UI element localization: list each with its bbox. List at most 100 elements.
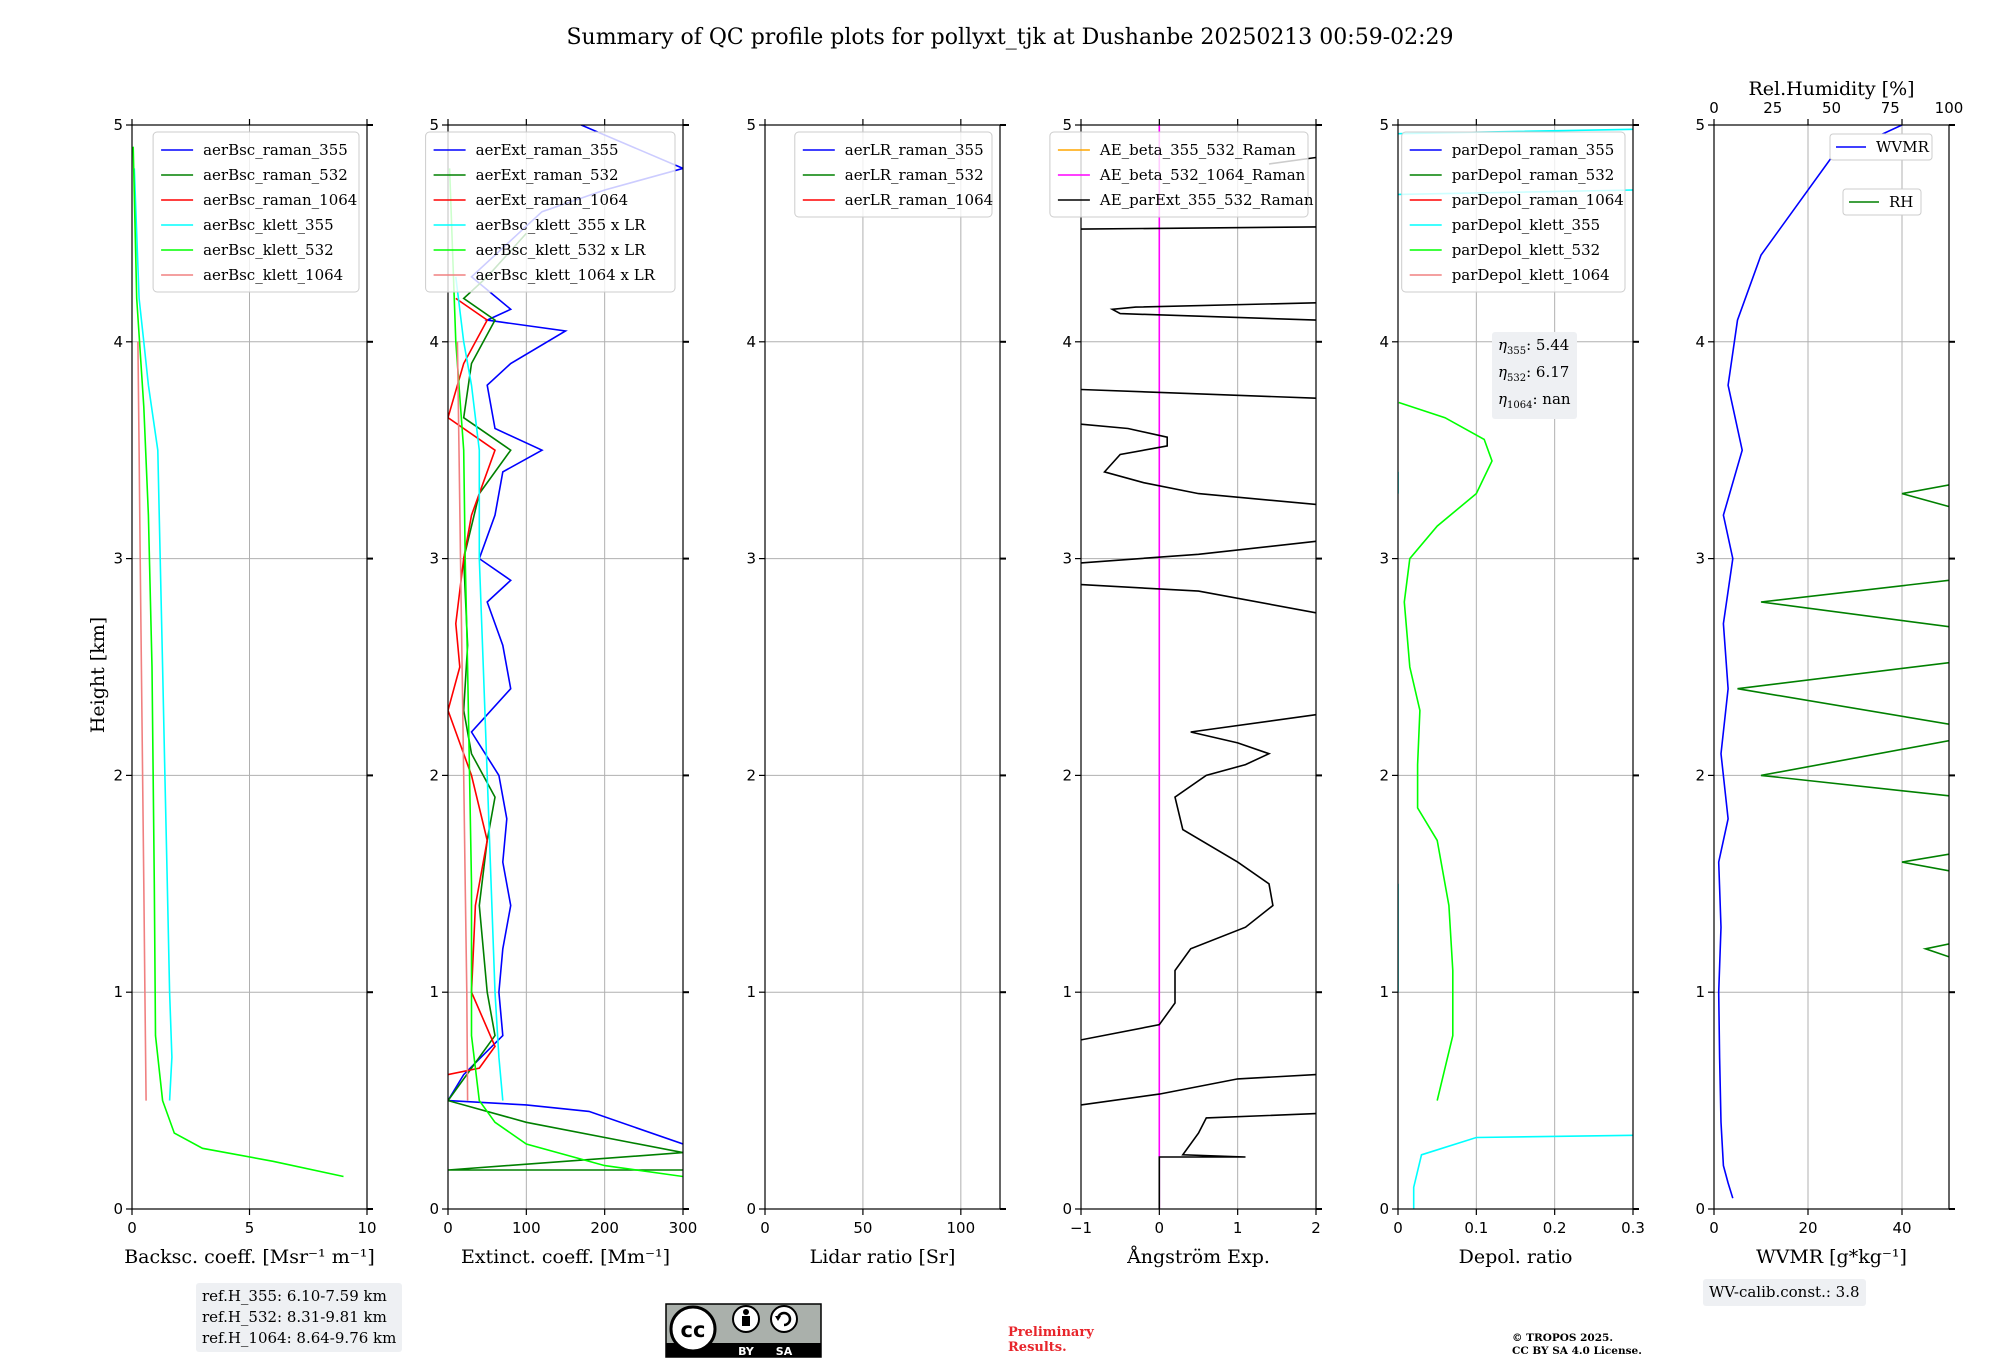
series-line-aerbsc-klett-532 bbox=[132, 146, 344, 1178]
legend: parDepol_raman_355 parDepol_raman_532 parD… bbox=[1401, 131, 1626, 293]
y-tick-label: 3 bbox=[1062, 550, 1072, 568]
legend-label-aerext-raman-1064: aerExt_raman_1064 bbox=[476, 191, 629, 209]
legend-box bbox=[794, 131, 993, 218]
series-line-pardepol-klett-532 bbox=[1398, 401, 1493, 1101]
legend-label-pardepol-klett-532: parDepol_klett_532 bbox=[1452, 241, 1601, 259]
sa-icon bbox=[770, 1305, 798, 1333]
legend-label-aerlr-raman-355: aerLR_raman_355 bbox=[845, 141, 984, 159]
x-tick-label: 0 bbox=[127, 1219, 137, 1237]
y-tick-label: 3 bbox=[1379, 550, 1389, 568]
y-tick-label: 1 bbox=[1695, 983, 1705, 1001]
by-icon bbox=[732, 1305, 760, 1333]
legend-label-pardepol-raman-532: parDepol_raman_532 bbox=[1452, 166, 1615, 184]
x-tick-label: 2 bbox=[1311, 1219, 1321, 1237]
legend-box-wvmr bbox=[1829, 133, 1933, 161]
ref-height-1064: ref.H_1064: 8.64-9.76 km bbox=[202, 1329, 397, 1347]
series-line-aerext-raman-532 bbox=[448, 232, 683, 1171]
preliminary-line-2: Results. bbox=[1008, 1340, 1067, 1355]
eta-1064-value: nan bbox=[1542, 390, 1571, 408]
series-line-pardepol-klett-355 bbox=[1398, 128, 1633, 1209]
y-tick-label: 1 bbox=[113, 983, 123, 1001]
legend-label-pardepol-klett-355: parDepol_klett_355 bbox=[1452, 216, 1601, 234]
legend-label-aerext-raman-532: aerExt_raman_532 bbox=[476, 166, 619, 184]
legend-label-aerlr-raman-532: aerLR_raman_532 bbox=[845, 166, 984, 184]
series-line-rh bbox=[1737, 484, 1949, 958]
copyright-line-2: CC BY SA 4.0 License. bbox=[1512, 1345, 1642, 1357]
series-line-wvmr bbox=[1717, 125, 1903, 1199]
legend-label-aerbsc-raman-355: aerBsc_raman_355 bbox=[203, 141, 348, 159]
x-tick-label: 200 bbox=[590, 1219, 619, 1237]
x-axis-label: Lidar ratio [Sr] bbox=[810, 1246, 956, 1268]
legend: aerBsc_raman_355 aerBsc_raman_532 aerBsc_r… bbox=[152, 131, 360, 293]
top-x-axis-label: Rel.Humidity [%] bbox=[1748, 78, 1914, 100]
copyright-line-1: © TROPOS 2025. bbox=[1512, 1332, 1614, 1344]
top-x-tick-label: 0 bbox=[1709, 99, 1719, 117]
y-tick-label: 2 bbox=[1695, 766, 1705, 784]
y-tick-label: 2 bbox=[1379, 766, 1389, 784]
x-tick-label: 0.3 bbox=[1621, 1219, 1645, 1237]
axes-frame bbox=[1080, 124, 1317, 1210]
legend-label-rh: RH bbox=[1889, 193, 1913, 211]
series-group bbox=[1081, 125, 1316, 1209]
y-tick-label: 1 bbox=[1379, 983, 1389, 1001]
series-line-aerbsc-klett-1064 bbox=[137, 341, 147, 1101]
legend-label-pardepol-raman-1064: parDepol_raman_1064 bbox=[1452, 191, 1624, 209]
y-tick-label: 2 bbox=[746, 766, 756, 784]
badge-by-label: BY bbox=[738, 1345, 755, 1358]
ref-height-532: ref.H_532: 8.31-9.81 km bbox=[202, 1308, 387, 1326]
series-group bbox=[1398, 128, 1633, 1209]
legend-label-aerbsc-klett-1064: aerBsc_klett_1064 bbox=[203, 266, 343, 284]
legend-box bbox=[152, 131, 360, 293]
x-tick-label: 10 bbox=[357, 1219, 376, 1237]
series-line-ae-parext-355-532-raman bbox=[1081, 156, 1316, 1209]
x-tick-label: 0 bbox=[1709, 1219, 1719, 1237]
legend-label-aerbsc-klett-532-x-lr: aerBsc_klett_532 x LR bbox=[476, 241, 647, 259]
y-tick-label: 3 bbox=[746, 550, 756, 568]
y-tick-label: 3 bbox=[1695, 550, 1705, 568]
series-line-aerbsc-klett-355-x-lr bbox=[455, 276, 504, 1101]
copyright-note: © TROPOS 2025. CC BY SA 4.0 License. bbox=[1512, 1332, 1642, 1358]
x-tick-label: 0.1 bbox=[1464, 1219, 1488, 1237]
panel-depolarization: 0 1 2 3 4 5 0 0.1 0.2 0.3 Depol. ratio parDepol_ram… bbox=[1379, 116, 1644, 1268]
x-tick-label: 40 bbox=[1892, 1219, 1911, 1237]
legend-label-aerbsc-klett-355-x-lr: aerBsc_klett_355 x LR bbox=[476, 216, 647, 234]
ref-heights-box: ref.H_355: 6.10-7.59 km ref.H_532: 8.31-9… bbox=[196, 1283, 403, 1352]
legend: aerExt_raman_355 aerExt_raman_532 aerExt_r… bbox=[425, 131, 676, 293]
y-tick-label: 0 bbox=[429, 1200, 439, 1218]
y-tick-label: 0 bbox=[1379, 1200, 1389, 1218]
y-tick-label: 5 bbox=[1379, 116, 1389, 134]
y-tick-label: 1 bbox=[429, 983, 439, 1001]
top-x-tick-label: 25 bbox=[1763, 99, 1782, 117]
y-tick-label: 0 bbox=[1695, 1200, 1705, 1218]
preliminary-line-1: Preliminary bbox=[1008, 1325, 1094, 1340]
y-tick-label: 5 bbox=[746, 116, 756, 134]
axes-frame bbox=[447, 124, 684, 1210]
x-axis-label: Backsc. coeff. [Msr⁻¹ m⁻¹] bbox=[124, 1246, 375, 1268]
y-tick-label: 2 bbox=[429, 766, 439, 784]
eta-1064: η1064: nan bbox=[1498, 390, 1571, 411]
y-tick-label: 5 bbox=[429, 116, 439, 134]
axes-frame bbox=[1713, 124, 1950, 1210]
badge-sa-label: SA bbox=[776, 1345, 793, 1358]
x-tick-label: 0 bbox=[1155, 1219, 1165, 1237]
series-group bbox=[448, 125, 683, 1178]
x-tick-label: 5 bbox=[245, 1219, 255, 1237]
y-tick-label: 1 bbox=[1062, 983, 1072, 1001]
svg-text:cc: cc bbox=[681, 1318, 706, 1342]
y-tick-label: 4 bbox=[1062, 333, 1072, 351]
legend-label-ae-beta-532-1064-raman: AE_beta_532_1064_Raman bbox=[1099, 166, 1306, 184]
x-tick-label: 20 bbox=[1798, 1219, 1817, 1237]
series-line-aerext-raman-355 bbox=[448, 125, 683, 1145]
x-tick-label: 300 bbox=[669, 1219, 698, 1237]
x-tick-label: 0 bbox=[443, 1219, 453, 1237]
series-group bbox=[132, 146, 344, 1178]
x-axis-label: Ångström Exp. bbox=[1126, 1246, 1270, 1268]
legend-label-aerbsc-klett-1064-x-lr: aerBsc_klett_1064 x LR bbox=[476, 266, 656, 284]
legend-box bbox=[1401, 131, 1626, 293]
x-axis-label: Depol. ratio bbox=[1459, 1246, 1573, 1268]
eta-355-value: 5.44 bbox=[1535, 336, 1570, 354]
panel-backscatter: 0 1 2 3 4 5 0 5 10 Backsc. coeff. [Msr⁻¹ m⁻¹] aerB… bbox=[113, 116, 376, 1268]
